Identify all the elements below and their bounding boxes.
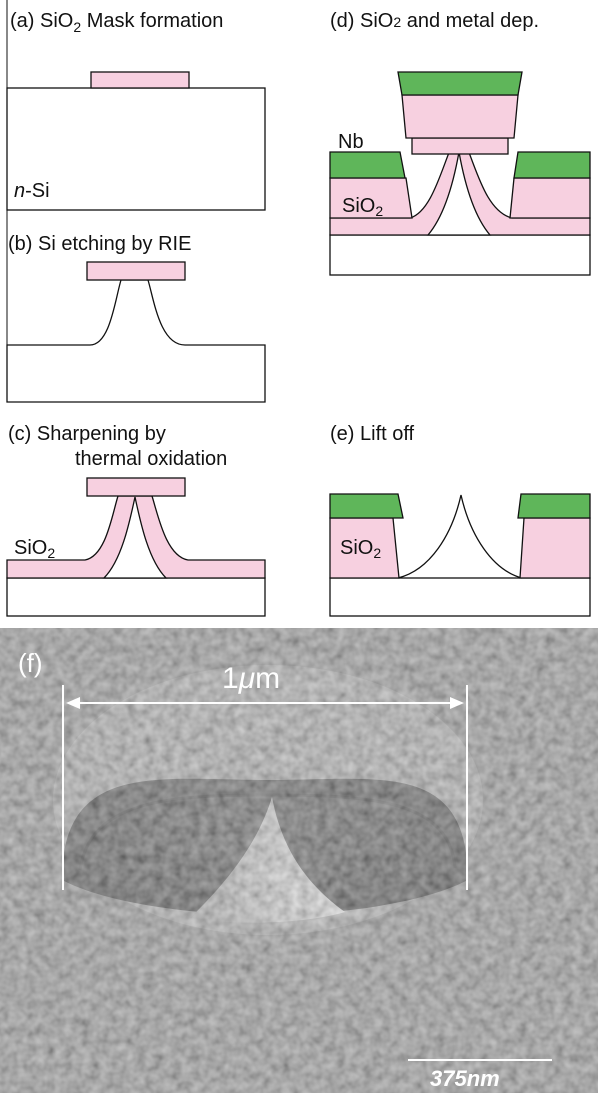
panel-label: (f)	[18, 648, 43, 678]
oxide-label: SiO2	[14, 537, 55, 561]
metal-block	[518, 494, 590, 518]
panel-title: (b) Si etching by RIE	[8, 233, 191, 255]
oxide-cap	[402, 95, 518, 138]
tip	[398, 495, 522, 578]
metal-block	[514, 152, 590, 178]
scale-bar-label: 375nm	[430, 1066, 500, 1091]
substrate-label: n-Si	[14, 180, 50, 202]
panel-title: (c) Sharpening by	[8, 423, 166, 445]
panel-title: (a) SiO2 Mask formation	[10, 10, 223, 35]
metal-block	[330, 494, 403, 518]
metal-block	[330, 152, 405, 178]
metal-cap	[398, 72, 522, 95]
etched-silicon	[7, 280, 265, 402]
substrate	[330, 235, 590, 275]
panel-title: (e) Lift off	[330, 423, 415, 445]
mask	[412, 138, 508, 154]
substrate	[330, 578, 590, 616]
panel-title: (d) SiO2 and metal dep.	[330, 10, 539, 32]
mask	[87, 262, 185, 280]
sem-image	[0, 628, 598, 1093]
metal-label: Nb	[338, 131, 364, 153]
mask	[91, 72, 189, 88]
dimension-label: 1μm	[222, 662, 280, 695]
mask	[87, 478, 185, 496]
substrate	[7, 578, 265, 616]
oxide-block	[510, 178, 590, 218]
figure: (a) SiO2 Mask formation n-Si (b) Si etch…	[0, 0, 598, 1093]
oxide-block	[520, 518, 590, 578]
panel-title: thermal oxidation	[75, 448, 227, 470]
